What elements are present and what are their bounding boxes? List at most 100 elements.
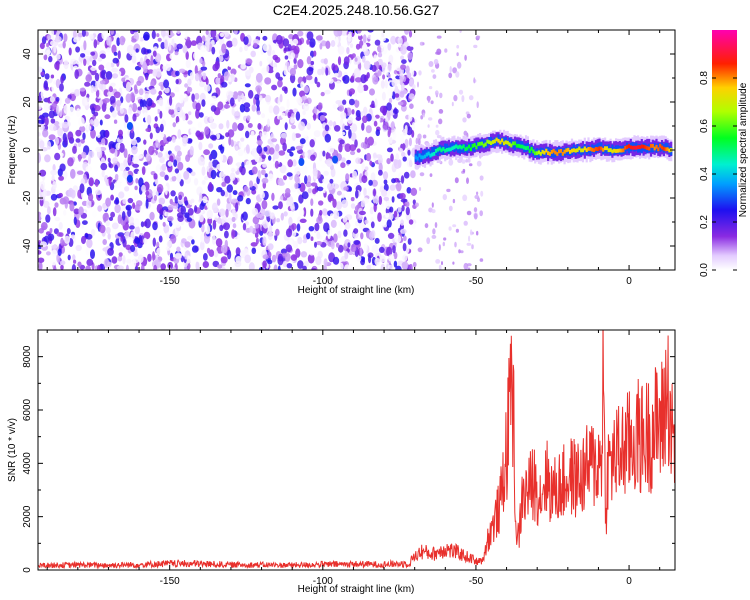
heatmap-ridge-cell	[646, 146, 649, 150]
heatmap-noise-blob	[360, 232, 364, 240]
heatmap-sparse-blob	[417, 138, 421, 146]
heatmap-noise-blob	[228, 192, 232, 203]
heatmap-noise-blob	[75, 59, 80, 65]
heatmap-noise-blob	[360, 74, 367, 84]
heatmap-noise-blob	[218, 123, 224, 130]
heatmap-noise-blob	[105, 197, 111, 207]
heatmap-noise-blob	[293, 57, 297, 64]
heatmap-noise-blob	[333, 233, 338, 243]
heatmap-noise-blob	[384, 69, 389, 76]
heatmap-noise-blob	[81, 151, 87, 159]
heatmap-noise-blob	[349, 43, 354, 48]
heatmap-noise-blob	[392, 108, 399, 115]
heatmap-noise-blob	[59, 260, 66, 266]
heatmap-noise-blob	[381, 62, 387, 68]
heatmap-noise-blob	[361, 122, 365, 131]
heatmap-noise-blob	[141, 166, 146, 176]
heatmap-noise-blob	[323, 258, 328, 267]
heatmap-ridge-cell	[484, 142, 487, 147]
heatmap-sparse-blob	[452, 261, 455, 265]
heatmap-noise-blob	[364, 171, 369, 177]
heatmap-noise-blob	[49, 227, 53, 234]
heatmap-noise-blob	[393, 159, 401, 169]
heatmap-highlight-blob	[332, 155, 339, 164]
heatmap-noise-blob	[103, 258, 110, 269]
heatmap-noise-blob	[187, 235, 193, 241]
heatmap-noise-blob	[277, 80, 283, 88]
heatmap-noise-blob	[373, 120, 378, 127]
heatmap-noise-blob	[323, 170, 329, 176]
heatmap-ridge-cell	[598, 146, 601, 151]
heatmap-noise-blob	[237, 122, 244, 131]
heatmap-noise-blob	[401, 151, 406, 157]
heatmap-ridge-cell	[565, 148, 568, 153]
heatmap-noise-blob	[95, 146, 102, 153]
heatmap-noise-blob	[159, 110, 163, 119]
heatmap-sparse-blob	[466, 242, 472, 246]
heatmap-noise-blob	[38, 104, 42, 110]
heatmap-noise-blob	[207, 217, 213, 225]
heatmap-sparse-blob	[469, 229, 473, 236]
heatmap-noise-blob	[102, 202, 107, 209]
heatmap-noise-blob	[290, 52, 296, 59]
heatmap-noise-blob	[79, 87, 86, 92]
heatmap-noise-blob	[50, 193, 58, 201]
heatmap-noise-blob	[310, 198, 314, 206]
heatmap-noise-blob	[308, 247, 315, 256]
heatmap-ridge-cell	[508, 137, 511, 146]
heatmap-noise-blob	[38, 153, 41, 163]
heatmap-noise-blob	[48, 55, 53, 63]
colorbar-gradient	[712, 30, 737, 270]
heatmap-ridge-cell	[440, 148, 443, 153]
heatmap-noise-blob	[310, 60, 315, 66]
heatmap-noise-blob	[136, 80, 142, 86]
heatmap-noise-blob	[146, 114, 152, 125]
heatmap-noise-blob	[132, 163, 140, 168]
heatmap-noise-blob	[188, 168, 193, 174]
heatmap-noise-blob	[305, 75, 313, 81]
heatmap-noise-blob	[395, 265, 402, 270]
heatmap-noise-blob	[154, 115, 158, 122]
heatmap-noise-blob	[354, 57, 358, 62]
heatmap-noise-blob	[133, 84, 138, 93]
heatmap-noise-blob	[371, 64, 377, 72]
heatmap-sparse-blob	[418, 70, 422, 76]
heatmap-noise-blob	[170, 170, 176, 177]
heatmap-sparse-blob	[448, 72, 453, 79]
heatmap-noise-blob	[211, 95, 217, 101]
heatmap-noise-blob	[156, 247, 164, 256]
heatmap-noise-blob	[176, 121, 181, 128]
heatmap-noise-blob	[56, 62, 60, 71]
heatmap-noise-blob	[176, 246, 181, 253]
heatmap-noise-blob	[58, 175, 64, 181]
heatmap-ridge-cell	[515, 143, 518, 148]
snr-x-tick-label: -150	[160, 576, 180, 587]
heatmap-noise-blob	[76, 170, 84, 175]
heatmap-ridge-cell	[591, 147, 594, 152]
heatmap-noise-blob	[210, 105, 217, 112]
heatmap-ridge-cell	[510, 138, 513, 148]
heatmap-noise-blob	[255, 72, 263, 83]
heatmap-noise-blob	[148, 61, 154, 66]
heatmap-highlight-blob	[298, 158, 305, 166]
heatmap-noise-blob	[408, 219, 414, 225]
heatmap-noise-blob	[382, 108, 387, 116]
heatmap-noise-blob	[248, 180, 254, 188]
heatmap-noise-blob	[301, 191, 309, 200]
heatmap-noise-blob	[334, 36, 339, 46]
heatmap-noise-blob	[86, 125, 92, 131]
heatmap-noise-blob	[110, 211, 115, 218]
heatmap-noise-blob	[290, 254, 298, 261]
heatmap-noise-blob	[353, 240, 361, 245]
heatmap-noise-blob	[319, 43, 323, 50]
heatmap-noise-blob	[95, 189, 102, 196]
heatmap-noise-blob	[189, 145, 194, 156]
heatmap-noise-blob	[294, 173, 300, 183]
heatmap-ridge-cell	[451, 146, 454, 151]
heatmap-noise-blob	[145, 198, 149, 209]
heatmap-noise-blob	[290, 146, 296, 151]
heatmap-noise-blob	[244, 83, 251, 88]
heatmap-noise-blob	[105, 226, 111, 235]
heatmap-ridge-cell	[627, 144, 630, 154]
